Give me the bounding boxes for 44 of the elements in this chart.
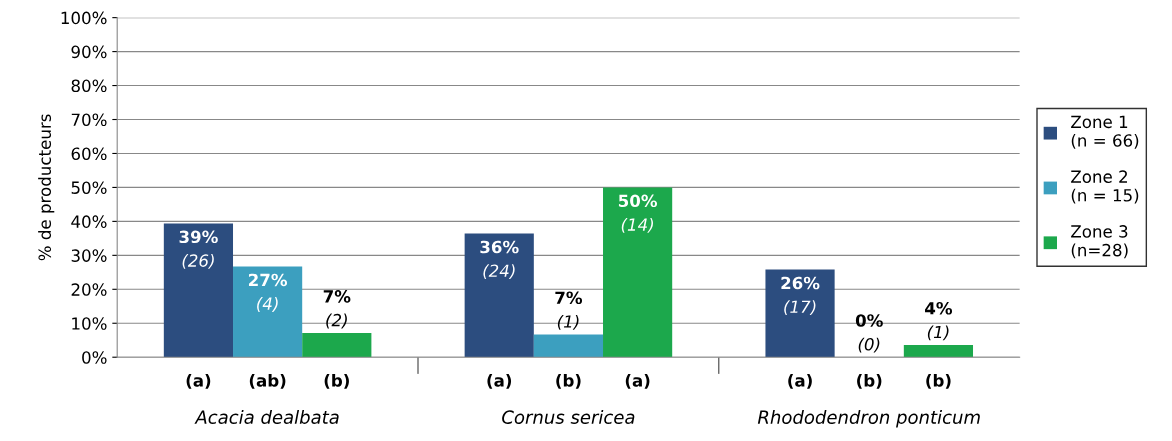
data-label: 7% (2) [323, 290, 351, 329]
text: (b) [857, 373, 882, 389]
y-tick-label: 30% [71, 249, 107, 262]
bar [233, 266, 303, 358]
bar [603, 187, 673, 358]
data-label: 26% (17) [781, 276, 820, 316]
text: (a) [186, 373, 211, 389]
text: (a) [625, 373, 650, 389]
legend-label: Zone 2 (n = 15) [1071, 170, 1139, 204]
data-label: 39% (26) [179, 230, 218, 269]
text: (ab) [249, 373, 286, 389]
bar [765, 269, 835, 358]
data-label: 36% (24) [480, 240, 519, 280]
y-tick-label: 90% [71, 45, 107, 59]
data-label: 7% (1) [555, 291, 583, 330]
y-tick-label: 60% [71, 147, 107, 161]
bar [464, 233, 534, 358]
text: (b) [324, 373, 349, 389]
x-tick-label: Rhododendron ponticum [757, 409, 980, 428]
y-tick-label: 70% [71, 113, 107, 127]
legend-label: Zone 1 (n = 66) [1071, 115, 1139, 149]
data-label: 50% (14) [618, 194, 658, 233]
y-tick-label: 10% [72, 317, 107, 330]
bar [302, 333, 372, 358]
y-tick-label: 100% [61, 11, 107, 25]
bar [163, 223, 234, 358]
y-tick-label: 50% [71, 181, 107, 194]
bar [533, 334, 604, 358]
text: (a) [487, 373, 512, 389]
bar [903, 344, 974, 358]
text: (b) [926, 373, 951, 389]
legend-label: Zone 3 (n=28) [1071, 225, 1128, 259]
y-axis-title: % de producteurs [38, 114, 55, 261]
data-label: 0% (0) [855, 314, 883, 353]
y-tick-label: 40% [71, 215, 107, 228]
data-label: 27% (4) [248, 273, 288, 312]
x-tick-label: Acacia dealbata [194, 409, 339, 424]
text: (b) [556, 373, 581, 389]
y-tick-label: 0% [82, 351, 107, 364]
y-tick-label: 20% [71, 283, 107, 296]
text: (a) [788, 373, 812, 389]
data-label: 4% (1) [925, 301, 953, 341]
y-tick-label: 80% [71, 79, 107, 93]
x-tick-label: Cornus sericea [502, 409, 635, 424]
